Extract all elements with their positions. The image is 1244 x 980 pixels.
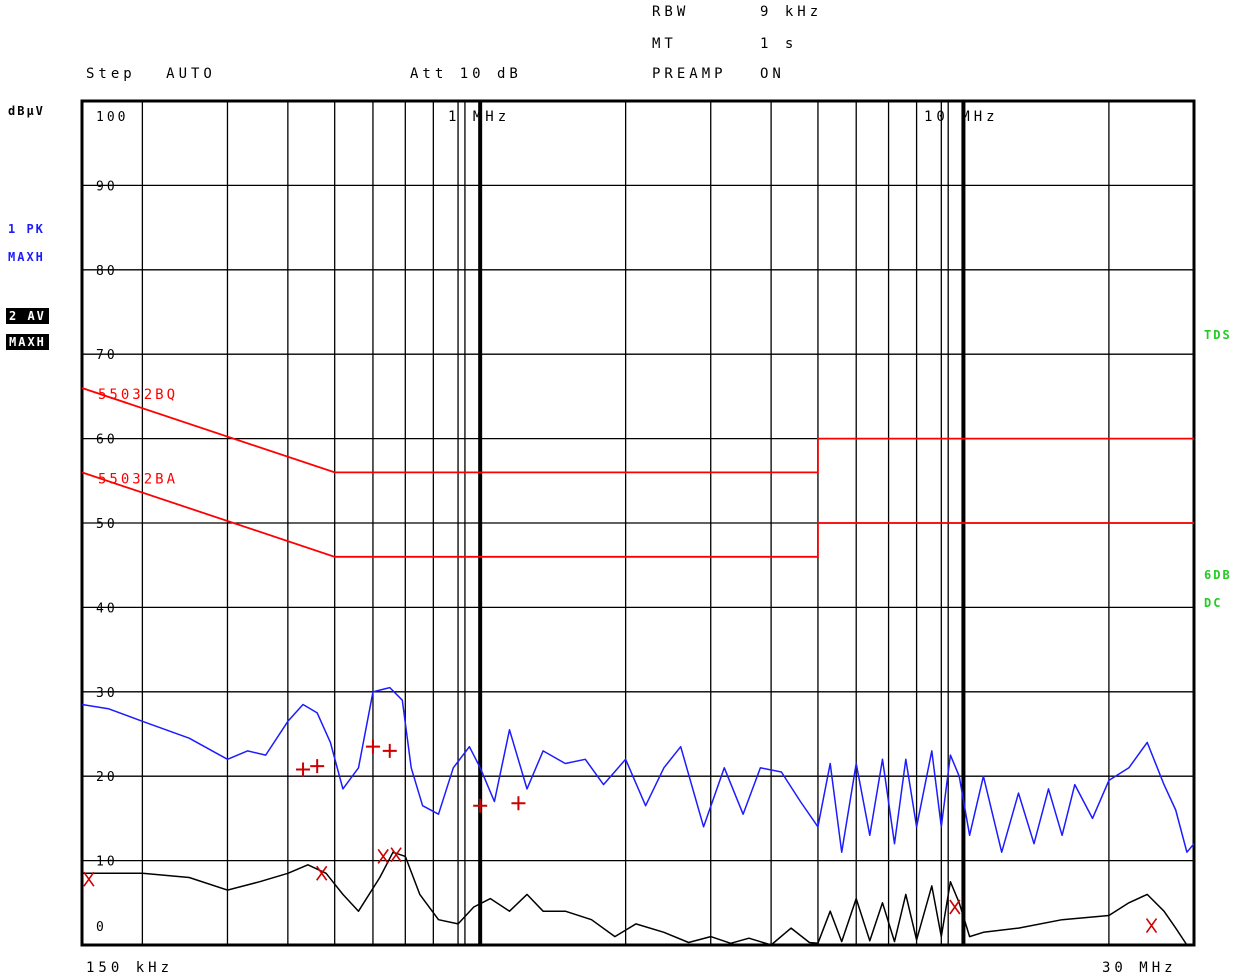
- average-marker: [1145, 918, 1158, 934]
- y-tick-label: 70: [96, 348, 118, 363]
- peak-marker: [310, 759, 325, 774]
- trace1-mode[interactable]: MAXH: [8, 250, 45, 264]
- unit-label: dBµV: [8, 104, 45, 118]
- x-start-label: 150 kHz: [86, 960, 174, 976]
- peak-marker: [511, 796, 526, 811]
- limit-line: [81, 387, 1194, 474]
- peak-marker: [473, 798, 488, 813]
- average-marker: [316, 865, 328, 881]
- mt-label: MT: [652, 36, 677, 52]
- preamp-label: PREAMP: [652, 66, 727, 82]
- y-tick-label: 100: [96, 110, 128, 125]
- y-tick-label: 20: [96, 770, 118, 785]
- limit-line-label: 55032BQ: [98, 387, 178, 403]
- rbw-value: 9 kHz: [760, 4, 823, 20]
- trace2-mode[interactable]: MAXH: [6, 334, 49, 350]
- peak-trace: [81, 686, 1195, 853]
- y-tick-label: 50: [96, 517, 118, 532]
- tds-label: TDS: [1204, 328, 1232, 342]
- limit-line-label: 55032BA: [98, 471, 178, 487]
- peak-marker: [296, 762, 311, 777]
- peak-marker: [365, 739, 380, 754]
- y-tick-label: 10: [96, 855, 118, 870]
- trace2-label[interactable]: 2 AV: [6, 308, 49, 324]
- dc-label: DC: [1204, 596, 1223, 610]
- attenuation-label: Att 10 dB: [410, 66, 522, 82]
- y-tick-label: 30: [96, 686, 118, 701]
- step-label: Step AUTO: [86, 66, 216, 82]
- average-marker: [949, 899, 961, 915]
- limit-line: [81, 471, 1194, 558]
- y-tick-label: 90: [96, 179, 118, 194]
- 6db-label: 6DB: [1204, 568, 1232, 582]
- y-tick-label: 60: [96, 433, 118, 448]
- preamp-value: ON: [760, 66, 785, 82]
- y-tick-label: 0: [96, 920, 107, 935]
- average-marker: [377, 848, 389, 864]
- mt-value: 1 s: [760, 36, 798, 52]
- x-end-label: 30 MHz: [1102, 960, 1177, 976]
- average-trace: [82, 851, 1194, 946]
- y-tick-label: 80: [96, 264, 118, 279]
- average-marker: [83, 871, 95, 887]
- y-tick-label: 40: [96, 601, 118, 616]
- trace1-label[interactable]: 1 PK: [8, 222, 45, 236]
- average-marker: [390, 847, 402, 863]
- rbw-label: RBW: [652, 4, 690, 20]
- peak-marker: [382, 743, 397, 758]
